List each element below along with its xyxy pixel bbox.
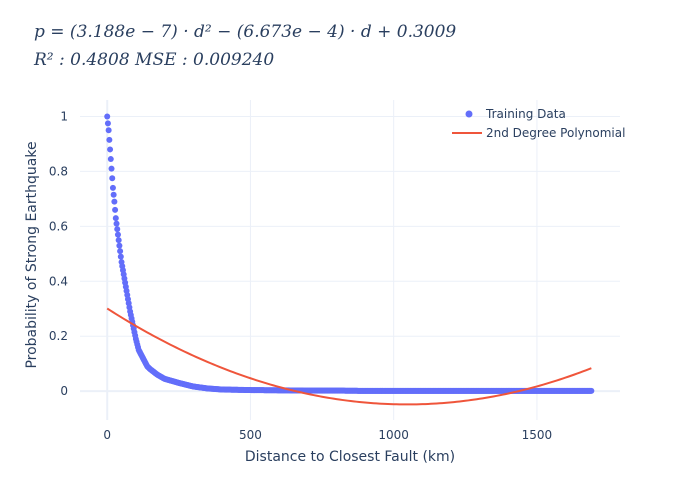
training-data-point (109, 175, 116, 182)
polynomial-curve (106, 307, 592, 406)
x-tick-label: 500 (239, 428, 262, 442)
y-tick-label: 1 (60, 109, 68, 123)
training-data-point (107, 156, 114, 163)
training-data-point (113, 220, 120, 227)
training-data-point (108, 165, 115, 172)
x-tick-label: 1500 (522, 428, 553, 442)
training-data-point (117, 248, 124, 255)
training-data-point (105, 127, 112, 134)
training-data-point (112, 206, 119, 213)
chart-title: p = (3.188e − 7) · d² − (6.673e − 4) · d… (34, 22, 456, 70)
legend-label-polynomial[interactable]: 2nd Degree Polynomial (486, 126, 625, 140)
training-data-point (109, 184, 116, 191)
x-tick-label: 1000 (378, 428, 409, 442)
y-tick-label: 0.2 (49, 329, 68, 343)
legend-label-training[interactable]: Training Data (485, 107, 566, 121)
training-data-point (116, 242, 123, 249)
training-data-point (588, 387, 595, 394)
training-data-point (111, 198, 118, 205)
axes: 0 0.2 0.4 0.6 0.8 1 0 500 1000 1500 (49, 109, 552, 442)
training-data-point (112, 215, 119, 222)
legend[interactable]: Training Data 2nd Degree Polynomial (452, 107, 625, 140)
training-data-point (106, 136, 113, 143)
y-tick-label: 0 (60, 384, 68, 398)
metrics-title: R² : 0.4808 MSE : 0.009240 (34, 50, 275, 70)
training-data-point (115, 237, 122, 244)
training-data-point (117, 253, 124, 260)
plot-area (104, 113, 595, 406)
y-tick-label: 0.8 (49, 164, 68, 178)
training-data-point (104, 113, 111, 120)
training-data-point (107, 146, 114, 153)
y-tick-label: 0.4 (49, 274, 68, 288)
legend-marker-training[interactable] (465, 110, 473, 118)
x-tick-label: 0 (103, 428, 111, 442)
training-data-point (110, 191, 117, 198)
y-tick-label: 0.6 (49, 219, 68, 233)
training-data-point (104, 120, 111, 127)
training-data-point (114, 226, 121, 233)
training-data-point (114, 231, 121, 238)
x-axis-title: Distance to Closest Fault (km) (245, 449, 455, 465)
y-axis-title: Probability of Strong Earthquake (24, 141, 40, 368)
equation-title: p = (3.188e − 7) · d² − (6.673e − 4) · d… (34, 22, 457, 42)
grid (80, 100, 620, 420)
